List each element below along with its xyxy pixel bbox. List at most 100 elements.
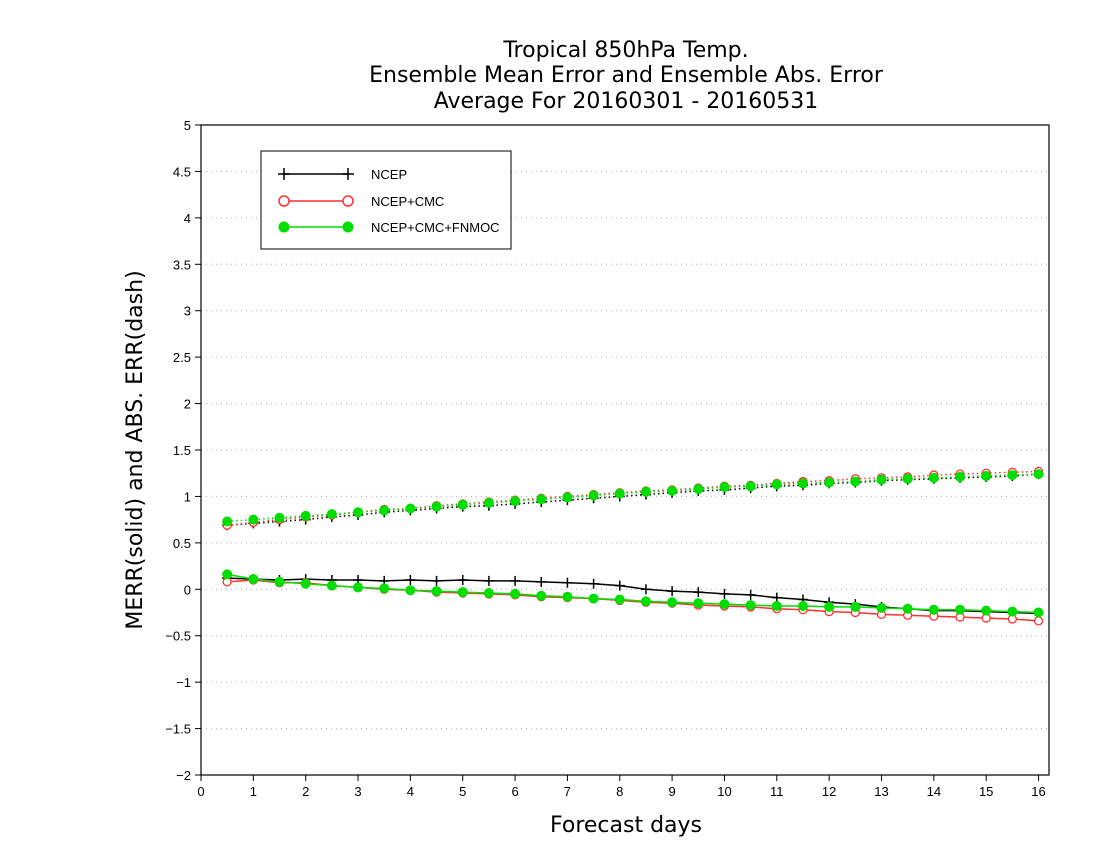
series-2-mean_error-point-12 xyxy=(536,590,547,601)
legend-marker-ncep-cmc-fnmoc xyxy=(278,221,290,233)
y-tick-label-12: 4 xyxy=(184,211,191,226)
series-0-mean_error-point-21 xyxy=(771,592,782,603)
series-2-mean_error-point-23 xyxy=(824,601,835,612)
legend-marker-ncep xyxy=(278,168,290,180)
x-tick-label-16: 16 xyxy=(1031,784,1045,799)
series-2-mean_error-point-8 xyxy=(431,586,442,597)
series-2-abs_error-point-29 xyxy=(981,471,992,481)
series-2-abs_error-point-28 xyxy=(955,471,966,482)
series-2-abs_error-point-0 xyxy=(222,516,233,527)
series-2-mean_error-point-7 xyxy=(405,585,416,596)
series-2-mean_error-point-24 xyxy=(850,601,861,612)
series-2-mean_error-point-21 xyxy=(771,601,782,611)
series-0-mean_error-point-13 xyxy=(562,577,573,588)
legend-box xyxy=(260,150,512,250)
series-2-abs_error-point-8 xyxy=(431,501,442,512)
y-tick-label-3: −0.5 xyxy=(165,629,191,644)
series-2-abs_error-point-13 xyxy=(562,492,573,503)
series-0-mean_error-point-12 xyxy=(536,576,547,587)
series-2-mean_error-point-13 xyxy=(562,591,573,602)
series-0-mean_error-point-14 xyxy=(588,578,599,589)
series-0-mean_error-point-18 xyxy=(693,587,704,598)
x-tick-label-10: 10 xyxy=(717,784,731,799)
series-2-mean_error-point-26 xyxy=(902,603,913,614)
series-2-abs_error-point-31 xyxy=(1033,469,1044,480)
series-0-mean_error-point-20 xyxy=(745,589,756,600)
series-0-mean_error-point-11 xyxy=(510,575,521,586)
series-0-mean_error-point-17 xyxy=(667,586,678,597)
y-tick-label-0: −2 xyxy=(176,768,191,783)
y-tick-label-2: −1 xyxy=(176,675,191,690)
series-1 xyxy=(222,466,1044,626)
series-2-abs_error-point-11 xyxy=(510,496,521,507)
x-tick-label-5: 5 xyxy=(459,784,466,799)
series-2-mean_error-point-16 xyxy=(640,596,651,607)
series-2-abs_error-point-14 xyxy=(588,490,599,501)
legend-marker-ncep-cmc-fnmoc-2 xyxy=(342,221,354,233)
series-2-mean_error-point-27 xyxy=(928,604,939,615)
series-2-mean_error-point-10 xyxy=(483,588,494,598)
series-2-abs_error-point-22 xyxy=(797,478,808,489)
series-2-abs_error-line xyxy=(227,473,1039,523)
legend-marker-ncep-cmc-2 xyxy=(342,195,354,207)
y-tick-label-7: 1.5 xyxy=(173,443,191,458)
y-tick-label-11: 3.5 xyxy=(173,257,191,272)
series-2-abs_error-point-19 xyxy=(719,482,730,493)
series-2-abs_error-point-30 xyxy=(1007,470,1018,481)
plot-series xyxy=(222,466,1044,626)
series-2-mean_error-point-19 xyxy=(719,599,730,610)
series-2-abs_error-point-23 xyxy=(824,477,835,488)
x-tick-label-6: 6 xyxy=(511,784,518,799)
series-0-mean_error-point-15 xyxy=(614,580,625,591)
x-tick-label-13: 13 xyxy=(874,784,888,799)
y-tick-label-4: 0 xyxy=(184,582,191,597)
x-tick-label-12: 12 xyxy=(822,784,836,799)
series-2-mean_error-point-18 xyxy=(693,598,704,609)
x-tick-label-3: 3 xyxy=(354,784,361,799)
series-2-mean_error-point-0 xyxy=(222,569,233,580)
title-line-2: Ensemble Mean Error and Ensemble Abs. Er… xyxy=(369,63,884,88)
series-0-mean_error-point-9 xyxy=(457,575,468,585)
series-2-abs_error-point-16 xyxy=(640,486,651,497)
series-2-mean_error-point-6 xyxy=(379,583,390,594)
legend-label-ncep: NCEP xyxy=(371,167,407,182)
series-2-mean_error-point-30 xyxy=(1007,606,1018,617)
series-2-mean_error-point-1 xyxy=(248,574,259,585)
y-axis-ticks: −2 −1.5 −1 −0.5 0 0.5 1 1.5 2 2.5 3 3.5 4 4.5 5 xyxy=(165,118,201,783)
y-tick-label-10: 3 xyxy=(184,304,191,319)
x-tick-label-15: 15 xyxy=(979,784,993,799)
series-2-mean_error-point-28 xyxy=(955,604,966,615)
series-2-abs_error-point-21 xyxy=(771,479,782,490)
series-2-abs_error-point-15 xyxy=(614,488,625,499)
y-tick-label-9: 2.5 xyxy=(173,350,191,365)
series-2-mean_error-point-20 xyxy=(745,600,756,611)
series-2-abs_error-point-17 xyxy=(667,485,678,496)
series-2-mean_error-point-22 xyxy=(797,601,808,611)
series-2-abs_error-point-9 xyxy=(457,499,468,510)
series-2-abs_error-point-2 xyxy=(274,512,285,523)
series-2-mean_error-point-15 xyxy=(614,594,625,605)
series-2-abs_error-point-26 xyxy=(902,473,913,484)
series-2-mean_error-point-3 xyxy=(300,578,311,589)
series-2-mean_error-point-9 xyxy=(457,587,468,598)
series-2-mean_error-point-5 xyxy=(353,582,364,593)
y-tick-label-5: 0.5 xyxy=(173,536,191,551)
x-tick-label-9: 9 xyxy=(668,784,675,799)
y-tick-label-13: 4.5 xyxy=(173,164,191,179)
series-2-abs_error-point-24 xyxy=(850,476,861,487)
series-2-abs_error-point-1 xyxy=(248,514,259,525)
series-2-abs_error-point-5 xyxy=(353,507,364,518)
series-0-mean_error-point-7 xyxy=(405,575,416,585)
y-tick-label-14: 5 xyxy=(184,118,191,133)
x-tick-label-8: 8 xyxy=(616,784,623,799)
y-tick-label-6: 1 xyxy=(184,489,191,504)
series-2-abs_error-point-7 xyxy=(405,503,416,514)
x-tick-label-0: 0 xyxy=(197,784,204,799)
series-2-abs_error-point-3 xyxy=(300,510,311,521)
x-tick-label-2: 2 xyxy=(302,784,309,799)
legend-marker-ncep-2 xyxy=(342,168,354,180)
series-2-mean_error-point-11 xyxy=(510,588,521,599)
series-2-mean_error-point-25 xyxy=(876,602,887,613)
series-0-mean_error-point-8 xyxy=(431,575,442,586)
